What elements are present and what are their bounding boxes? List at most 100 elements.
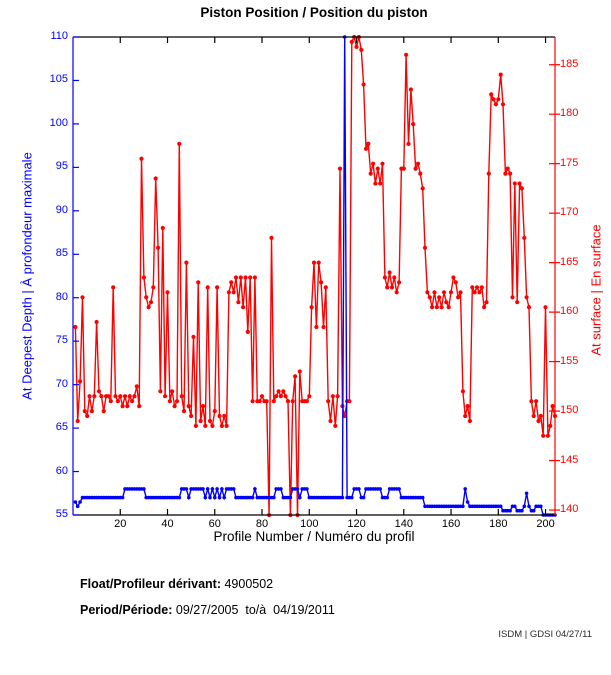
surface-series-marker: [451, 275, 456, 280]
deepest-depth-series-marker: [250, 495, 255, 500]
surface-series-marker: [167, 399, 172, 404]
surface-series-marker: [193, 423, 198, 428]
deepest-depth-series-marker: [187, 495, 191, 500]
surface-series-marker: [293, 374, 298, 379]
deepest-depth-series-marker: [203, 495, 208, 500]
deepest-depth-series-marker: [461, 504, 465, 509]
deepest-depth-series-marker: [208, 495, 212, 500]
surface-series-marker: [361, 82, 366, 87]
surface-series-marker: [99, 394, 104, 399]
surface-series-marker: [385, 285, 390, 290]
deepest-depth-series-marker: [279, 487, 283, 491]
deepest-depth-series-marker: [253, 487, 257, 491]
surface-series-marker: [120, 404, 125, 409]
surface-series-marker: [401, 166, 406, 171]
deepest-depth-series-marker: [531, 508, 536, 513]
x-tick-label: 40: [161, 518, 174, 530]
deepest-depth-series-marker: [340, 495, 345, 500]
left-y-tick-label: 105: [49, 73, 68, 86]
surface-series-marker: [418, 171, 423, 176]
surface-series-marker: [307, 394, 312, 399]
x-tick-label: 20: [114, 518, 127, 530]
surface-series-marker: [203, 423, 208, 428]
surface-series-marker: [144, 295, 149, 300]
surface-series-marker: [415, 161, 421, 166]
surface-series-marker: [378, 181, 383, 186]
surface-series-marker: [434, 305, 439, 310]
deepest-depth-series-marker: [397, 487, 401, 491]
surface-series-marker: [526, 305, 532, 310]
surface-series-marker: [441, 290, 447, 295]
surface-series-marker: [212, 409, 217, 414]
surface-series-marker: [113, 394, 118, 399]
surface-series-marker: [257, 399, 262, 404]
surface-series-marker: [278, 394, 283, 399]
deepest-depth-series-marker: [508, 508, 512, 513]
period-line: Period/Période: 09/27/2005 to/à 04/19/20…: [80, 603, 335, 617]
surface-series-marker: [122, 394, 128, 399]
surface-series-marker: [132, 394, 137, 399]
surface-series-marker: [515, 300, 520, 305]
surface-series-marker: [170, 389, 175, 394]
surface-series-marker: [536, 418, 541, 424]
surface-series-marker: [503, 171, 508, 176]
surface-series-marker: [153, 176, 158, 181]
surface-series-marker: [198, 418, 203, 424]
surface-series-marker: [130, 399, 135, 404]
surface-series-marker: [87, 394, 92, 399]
surface-series-marker: [519, 186, 525, 191]
surface-series-marker: [139, 156, 144, 161]
surface-series-marker: [463, 413, 468, 419]
surface-series-marker: [326, 399, 331, 404]
x-tick-label: 140: [394, 518, 413, 530]
surface-series-marker: [115, 399, 120, 404]
deepest-depth-series-marker: [205, 487, 210, 491]
surface-series-marker: [101, 409, 106, 414]
surface-series-marker: [330, 394, 335, 399]
surface-series-marker: [342, 413, 347, 419]
period-value: 09/27/2005 to/à 04/19/2011: [172, 603, 335, 617]
surface-series-marker: [264, 399, 269, 404]
x-axis-label: Profile Number / Numéro du profil: [213, 529, 415, 544]
x-tick-label: 60: [208, 518, 221, 530]
surface-series-marker: [78, 379, 83, 384]
left-y-tick-label: 110: [50, 30, 68, 42]
surface-series-marker: [297, 369, 302, 374]
right-y-axis-label: At surface | En surface: [588, 224, 604, 356]
surface-series-marker: [531, 413, 536, 419]
surface-series-marker: [125, 404, 130, 409]
surface-series-marker: [148, 300, 154, 305]
left-y-tick-label: 60: [55, 464, 68, 477]
deepest-depth-series-marker: [217, 495, 222, 500]
surface-series-marker: [89, 409, 94, 414]
surface-series-marker: [496, 97, 501, 102]
deepest-depth-series-marker: [463, 487, 468, 491]
deepest-depth-series-marker: [220, 487, 224, 491]
surface-series-marker: [337, 166, 343, 171]
surface-series-marker: [82, 409, 87, 414]
surface-series-marker: [321, 324, 326, 330]
deepest-depth-series-marker: [378, 487, 383, 491]
issuer-stamp: ISDM | GDSI 04/27/11: [498, 629, 592, 640]
surface-series-marker: [243, 275, 248, 280]
surface-series-marker: [85, 413, 90, 419]
deepest-depth-series-marker: [513, 504, 517, 509]
surface-series-marker: [389, 285, 395, 290]
surface-series-marker: [404, 52, 409, 57]
surface-series-marker: [489, 92, 494, 97]
x-tick-label: 100: [300, 518, 319, 530]
chart-title: Piston Position / Position du piston: [200, 5, 428, 20]
surface-series-marker: [453, 280, 458, 285]
left-y-tick-label: 75: [55, 334, 68, 347]
surface-series-marker: [444, 300, 449, 305]
right-y-tick-label: 145: [560, 453, 579, 466]
surface-series-marker: [392, 275, 397, 280]
surface-series-marker: [137, 404, 142, 409]
left-y-tick-label: 100: [49, 116, 68, 129]
left-y-tick-label: 90: [55, 203, 68, 216]
deepest-depth-series-marker: [498, 504, 503, 509]
surface-series-marker: [215, 285, 220, 290]
surface-series-marker: [508, 171, 513, 176]
surface-series-marker: [146, 305, 151, 310]
